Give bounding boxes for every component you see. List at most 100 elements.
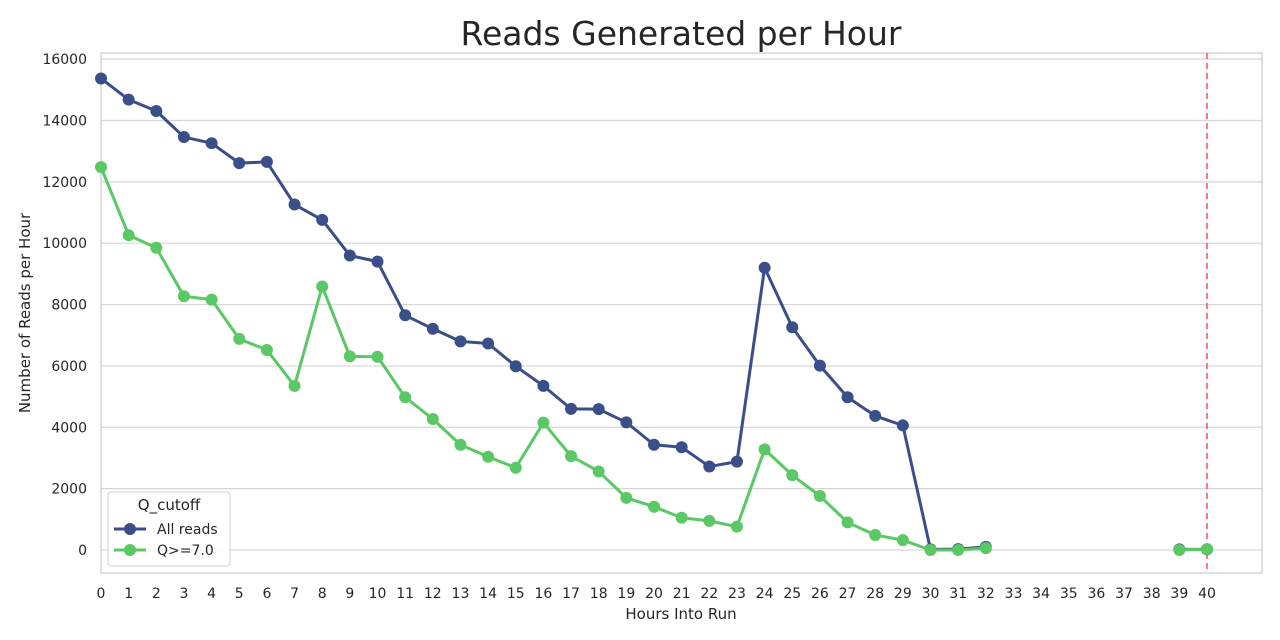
y-tick-label: 4000	[51, 420, 87, 436]
data-point	[648, 500, 660, 513]
data-point	[233, 332, 246, 345]
x-tick-label: 25	[783, 586, 801, 602]
grid-lines	[101, 58, 1262, 551]
x-tick-label: 17	[562, 586, 580, 602]
x-tick-label: 13	[452, 586, 470, 602]
data-point	[426, 322, 439, 335]
series-line	[99, 166, 986, 552]
data-point	[786, 469, 799, 482]
series-1	[95, 161, 1213, 556]
data-point	[813, 489, 826, 502]
y-tick-label: 8000	[51, 298, 87, 314]
chart-title: Reads Generated per Hour	[461, 14, 902, 53]
x-tick-label: 22	[700, 586, 718, 602]
x-tick-label: 7	[290, 586, 299, 602]
x-tick-label: 27	[839, 586, 857, 602]
data-point	[620, 491, 633, 504]
series-layer	[95, 72, 1213, 556]
data-point	[150, 104, 163, 117]
data-point	[343, 249, 356, 262]
data-point	[482, 337, 495, 350]
data-point	[841, 516, 854, 529]
x-tick-label: 12	[424, 586, 442, 602]
x-tick-label: 0	[97, 586, 106, 602]
x-tick-label: 15	[507, 586, 525, 602]
x-tick-label: 21	[673, 586, 691, 602]
data-point	[205, 293, 218, 306]
x-tick-label: 40	[1198, 586, 1216, 602]
x-tick-label: 23	[728, 586, 746, 602]
x-tick-label: 34	[1032, 586, 1050, 602]
data-point	[620, 416, 633, 429]
data-point	[1201, 543, 1213, 556]
x-tick-label: 4	[207, 586, 216, 602]
x-tick-label: 31	[949, 586, 967, 602]
legend-title: Q_cutoff	[138, 496, 201, 515]
data-point	[952, 543, 965, 556]
x-tick-label: 36	[1087, 586, 1105, 602]
legend-label: Q>=7.0	[157, 543, 214, 559]
data-point	[730, 520, 743, 533]
data-point	[454, 438, 467, 451]
y-tick-label: 6000	[51, 359, 87, 375]
data-point	[150, 241, 163, 254]
data-point	[537, 379, 550, 392]
y-tick-label: 10000	[42, 236, 87, 252]
data-point	[924, 543, 937, 556]
data-point	[233, 157, 246, 170]
data-point	[122, 93, 135, 106]
data-point	[703, 514, 716, 527]
series-line	[100, 77, 986, 551]
data-point	[758, 261, 771, 274]
data-point	[675, 511, 688, 524]
data-point	[316, 280, 329, 293]
x-axis-label: Hours Into Run	[625, 605, 736, 623]
data-point	[316, 213, 329, 226]
x-tick-label: 3	[179, 586, 188, 602]
x-tick-label: 19	[617, 586, 635, 602]
data-point	[509, 360, 522, 373]
data-point	[454, 335, 467, 348]
x-tick-label: 39	[1170, 586, 1188, 602]
y-tick-label: 14000	[42, 113, 87, 129]
data-point	[399, 309, 412, 322]
data-point	[869, 528, 882, 541]
x-tick-label: 16	[534, 586, 552, 602]
data-point	[95, 72, 107, 85]
x-tick-label: 26	[811, 586, 829, 602]
x-axis: 0 1 2 3 4 5 6 7 8 9 10 11 12 13 14 15 16 17 18 19 20 21 22 23 24…	[97, 586, 1216, 602]
x-tick-label: 29	[894, 586, 912, 602]
x-tick-label: 10	[369, 586, 387, 602]
x-tick-label: 11	[396, 586, 414, 602]
legend-marker-dot	[124, 523, 136, 535]
legend: Q_cutoff All reads Q>=7.0	[107, 491, 231, 567]
y-axis: 0 2000 4000 6000 8000 10000 12000 14000 16000	[42, 52, 87, 559]
data-point	[703, 460, 716, 473]
y-tick-label: 16000	[42, 52, 87, 68]
data-point	[896, 419, 909, 432]
data-point	[260, 343, 273, 356]
x-tick-label: 8	[318, 586, 327, 602]
x-tick-label: 30	[922, 586, 940, 602]
data-point	[565, 450, 578, 463]
data-point	[177, 290, 190, 303]
y-tick-label: 2000	[51, 482, 87, 498]
data-point	[592, 403, 605, 416]
data-point	[122, 229, 135, 242]
x-tick-label: 35	[1060, 586, 1078, 602]
x-tick-label: 18	[590, 586, 608, 602]
data-point	[371, 350, 384, 363]
y-tick-label: 12000	[42, 175, 87, 191]
data-point	[813, 359, 826, 372]
x-tick-label: 24	[756, 586, 774, 602]
y-axis-label: Number of Reads per Hour	[16, 212, 34, 413]
x-tick-label: 5	[235, 586, 244, 602]
data-point	[343, 350, 356, 363]
data-point	[565, 402, 578, 415]
y-tick-label: 0	[78, 543, 87, 559]
data-point	[205, 137, 218, 150]
x-tick-label: 38	[1143, 586, 1161, 602]
data-point	[288, 379, 301, 392]
legend-label: All reads	[157, 522, 218, 538]
